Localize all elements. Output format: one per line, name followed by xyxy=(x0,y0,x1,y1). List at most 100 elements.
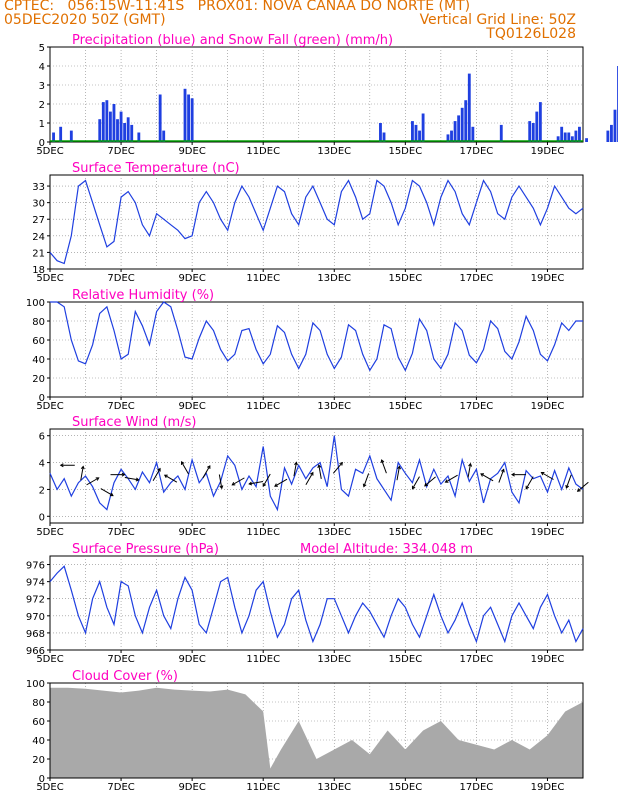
y-tick-label: 33 xyxy=(32,182,45,193)
x-tick-label: 19DEC xyxy=(531,527,565,538)
y-tick-label: 974 xyxy=(26,578,45,589)
precip-bar xyxy=(190,98,194,142)
x-tick-label: 9DEC xyxy=(178,527,205,538)
x-tick-label: 13DEC xyxy=(317,527,351,538)
precip-bar xyxy=(606,130,610,142)
precip-bar xyxy=(52,132,55,142)
wind-arrow-shaft xyxy=(541,472,554,480)
precip-bar xyxy=(538,102,542,142)
precip-bar xyxy=(418,130,421,142)
x-tick-label: 19DEC xyxy=(531,401,565,412)
wind-arrow-shaft xyxy=(86,477,99,486)
wind-arrow-shaft xyxy=(332,462,343,474)
y-tick-label: 968 xyxy=(26,629,45,640)
x-tick-label: 17DEC xyxy=(460,401,494,412)
wind-arrow-head xyxy=(274,483,278,487)
wind-arrow-head xyxy=(135,477,140,482)
wind-arrow-head xyxy=(59,463,64,468)
panel-title: Precipitation (blue) and Snow Fall (gree… xyxy=(72,33,393,48)
wind-arrow-head xyxy=(397,465,401,470)
rh-series-line xyxy=(50,301,583,372)
precip-bar xyxy=(137,132,141,142)
precip-bar xyxy=(98,119,102,142)
wind-series-line xyxy=(49,435,584,512)
y-tick-label: 40 xyxy=(32,355,45,366)
wind-arrow-head xyxy=(576,488,581,492)
header-line3-right: TQ0126L028 xyxy=(486,26,576,42)
panel-frame xyxy=(49,301,584,398)
precip-bar xyxy=(112,104,116,142)
y-tick-label: 60 xyxy=(32,717,45,728)
x-tick-label: 5DEC xyxy=(36,527,63,538)
y-tick-label: 0 xyxy=(39,138,45,149)
panel-cloud xyxy=(47,682,584,781)
wind-arrow-shaft xyxy=(152,468,161,481)
precip-bar xyxy=(613,109,617,142)
x-tick-label: 9DEC xyxy=(178,782,205,793)
wind-arrow-shaft xyxy=(218,474,223,489)
y-tick-label: 0 xyxy=(39,774,45,785)
panel-rh xyxy=(47,301,584,400)
wind-arrow-shaft xyxy=(565,474,572,489)
y-tick-label: 4 xyxy=(39,459,45,470)
x-tick-label: 17DEC xyxy=(460,527,494,538)
wind-arrow-head xyxy=(540,471,545,476)
wind-arrow-shaft xyxy=(412,476,420,490)
x-tick-label: 11DEC xyxy=(246,146,280,157)
x-tick-label: 7DEC xyxy=(107,273,134,284)
wind-arrow-head xyxy=(219,485,224,490)
y-tick-label: 30 xyxy=(32,199,45,210)
precip-bar xyxy=(446,134,450,142)
precip-bar xyxy=(464,100,468,142)
precip-bar xyxy=(116,119,119,142)
x-tick-label: 9DEC xyxy=(178,654,205,665)
wind-arrow-head xyxy=(109,492,114,497)
header-line1: CPTEC: 056:15W-11:41S PROX01: NOVA CANAA… xyxy=(4,0,471,14)
precip-bar xyxy=(59,126,63,142)
precip-bar xyxy=(119,111,123,142)
y-tick-label: 100 xyxy=(26,298,45,309)
precip-bar xyxy=(570,136,574,142)
precip-bar xyxy=(453,121,457,142)
wind-arrow-head xyxy=(511,472,515,477)
wind-arrow-head xyxy=(362,483,367,488)
precip-bar xyxy=(457,115,461,142)
precip-bar xyxy=(414,124,418,142)
y-tick-label: 20 xyxy=(32,755,45,766)
precip-bar xyxy=(158,94,162,142)
wind-arrow-head xyxy=(339,461,343,466)
x-tick-label: 15DEC xyxy=(388,654,422,665)
x-tick-label: 5DEC xyxy=(36,273,63,284)
x-tick-label: 5DEC xyxy=(36,401,63,412)
y-tick-label: 27 xyxy=(32,215,45,226)
wind-arrow-shaft xyxy=(249,481,264,485)
x-tick-label: 13DEC xyxy=(317,146,351,157)
x-tick-label: 9DEC xyxy=(178,273,205,284)
x-tick-label: 13DEC xyxy=(317,654,351,665)
precip-bar xyxy=(567,132,571,142)
x-tick-label: 13DEC xyxy=(317,273,351,284)
x-tick-label: 15DEC xyxy=(388,401,422,412)
y-tick-label: 40 xyxy=(32,736,45,747)
x-tick-label: 5DEC xyxy=(36,782,63,793)
wind-arrow-shaft xyxy=(100,488,114,497)
precip-bar xyxy=(123,123,127,142)
x-tick-label: 15DEC xyxy=(388,273,422,284)
panel-wind xyxy=(47,428,589,526)
y-tick-label: 24 xyxy=(32,232,45,243)
wind-arrow-head xyxy=(121,472,126,477)
precip-bar xyxy=(535,111,539,142)
precip-bar xyxy=(460,107,464,142)
panel-title: Surface Temperature (nC) xyxy=(72,161,240,176)
x-tick-label: 19DEC xyxy=(531,654,565,665)
y-tick-label: 80 xyxy=(32,317,45,328)
y-tick-label: 0 xyxy=(39,393,45,404)
wind-arrow-shaft xyxy=(80,466,84,481)
y-tick-label: 970 xyxy=(26,612,45,623)
wind-arrow-head xyxy=(565,484,570,489)
precip-bar xyxy=(382,132,386,142)
y-tick-label: 3 xyxy=(39,81,45,92)
x-tick-label: 15DEC xyxy=(388,527,422,538)
precip-bar xyxy=(560,126,564,142)
